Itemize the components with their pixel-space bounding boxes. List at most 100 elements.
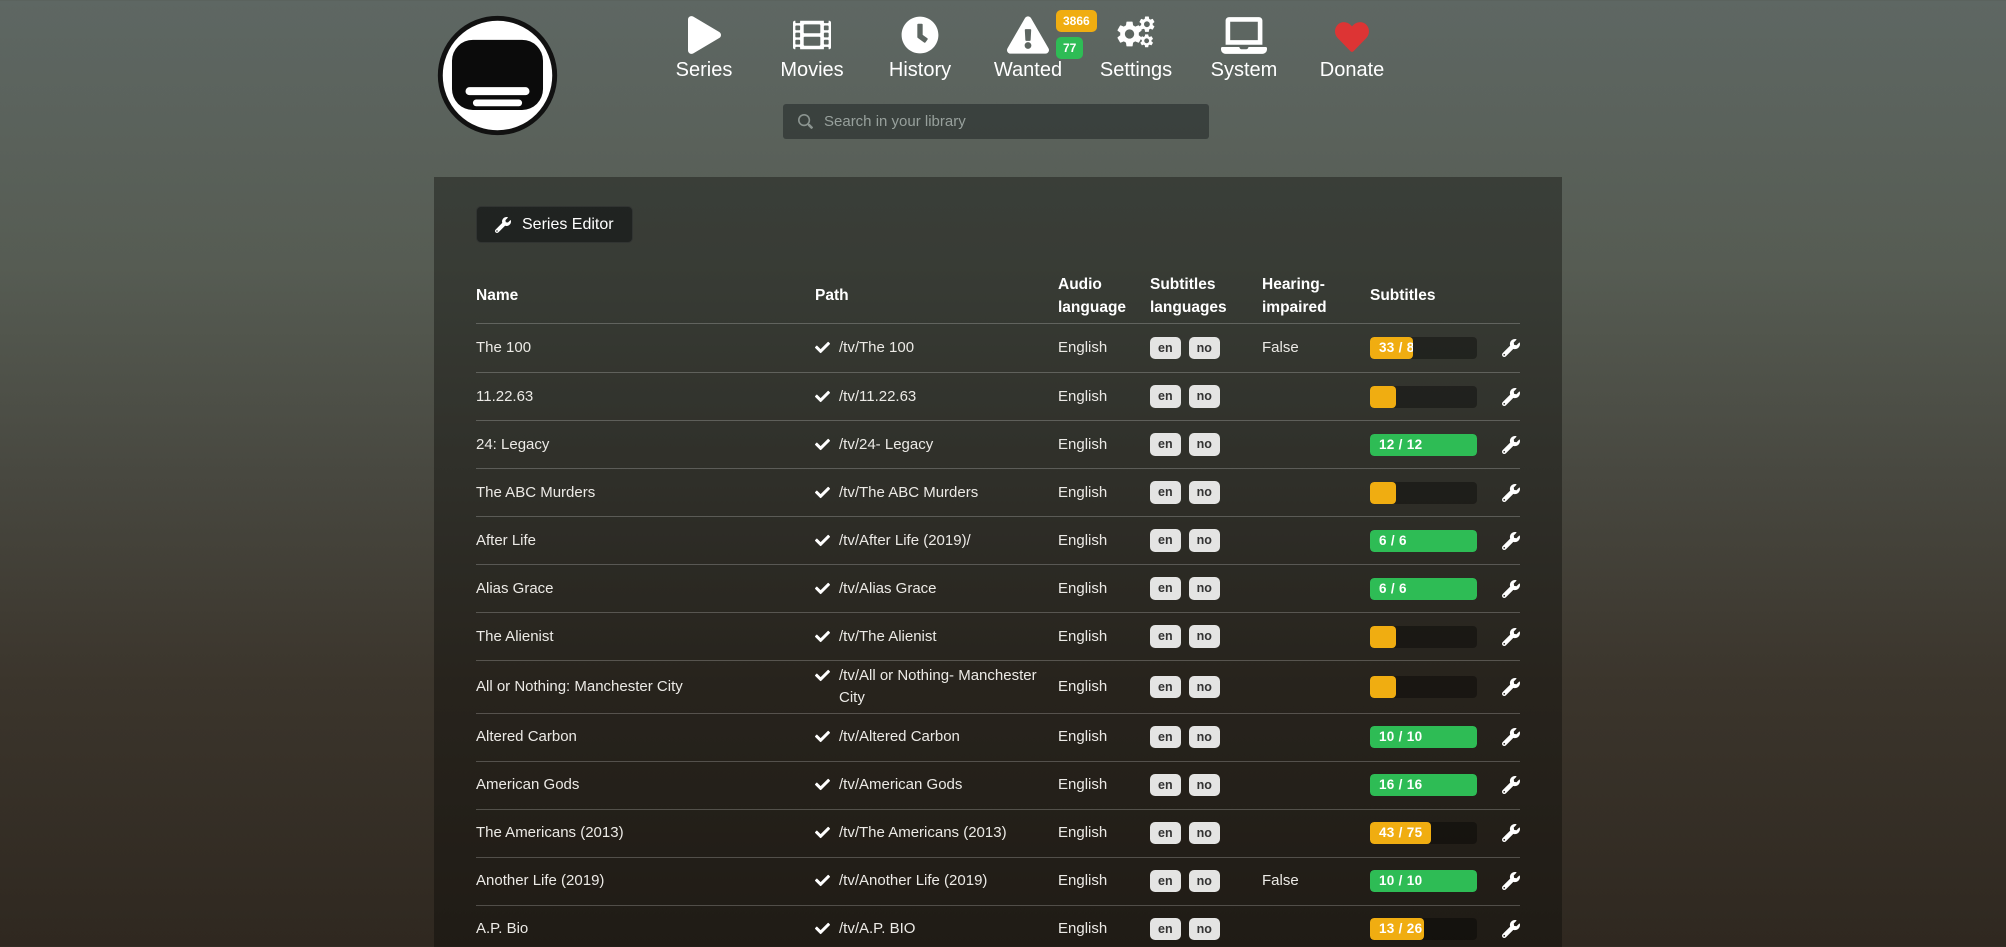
check-icon [815, 434, 830, 452]
nav-item-system[interactable]: System [1190, 8, 1298, 82]
subtitles-progress-fill [1370, 675, 1396, 698]
subtitle-language-badge: en [1150, 481, 1181, 504]
subtitle-language-badge: en [1150, 336, 1181, 360]
series-name-link[interactable]: All or Nothing: Manchester City [476, 677, 683, 695]
series-name-link[interactable]: The Americans (2013) [476, 824, 624, 842]
subtitles-languages-cell: en no [1150, 869, 1262, 893]
check-icon [815, 578, 830, 596]
series-path-cell: /tv/Alias Grace [815, 578, 1058, 600]
subtitle-language-badge: no [1188, 625, 1220, 648]
wrench-icon [495, 216, 511, 233]
subtitles-progress-cell [1370, 625, 1490, 648]
subtitles-progress-label: 16 / 16 [1379, 777, 1423, 793]
audio-language-cell: English [1058, 530, 1150, 552]
check-icon [815, 870, 830, 888]
table-row: The Americans (2013) /tv/The Americans (… [476, 808, 1520, 857]
series-path: /tv/The Alienist [839, 627, 937, 645]
subtitles-progress-bar: 10 / 10 [1370, 870, 1477, 892]
audio-language-cell: English [1058, 822, 1150, 844]
subtitle-language-badge: no [1188, 577, 1220, 600]
series-name-link[interactable]: The 100 [476, 339, 532, 357]
audio-language-cell: English [1058, 386, 1150, 408]
subtitles-progress-fill: 13 / 26 [1370, 918, 1424, 940]
gears-icon [1114, 8, 1158, 54]
audio-language-cell: English [1058, 774, 1150, 796]
subtitles-progress-bar: 6 / 6 [1370, 529, 1477, 552]
series-editor-button[interactable]: Series Editor [476, 206, 633, 243]
subtitles-languages-cell: en no [1150, 675, 1262, 698]
edit-series-button[interactable] [1502, 776, 1520, 794]
series-name-link[interactable]: 24: Legacy [476, 435, 550, 453]
series-name-link[interactable]: A.P. Bio [476, 920, 529, 938]
series-name-link[interactable]: Altered Carbon [476, 728, 577, 746]
series-path-cell: /tv/The Alienist [815, 626, 1058, 648]
subtitles-progress-bar: 12 / 12 [1370, 433, 1477, 456]
subtitles-progress-fill: 43 / 75 [1370, 822, 1431, 844]
series-name-link[interactable]: Alias Grace [476, 579, 554, 597]
series-name-cell: Alias Grace [476, 578, 815, 600]
nav-item-series[interactable]: Series [650, 8, 758, 82]
wanted-badges: 3866 77 [1056, 10, 1097, 59]
edit-series-button[interactable] [1502, 872, 1520, 890]
edit-series-button[interactable] [1502, 579, 1520, 598]
series-name-cell: A.P. Bio [476, 918, 815, 940]
wanted-series-count-badge: 3866 [1056, 10, 1097, 32]
series-name-link[interactable]: The ABC Murders [476, 483, 596, 501]
row-actions-cell [1490, 387, 1520, 406]
table-row: A.P. Bio /tv/A.P. BIO English en no 13 / … [476, 904, 1520, 947]
check-icon [815, 822, 830, 840]
subtitles-progress-bar: 43 / 75 [1370, 822, 1477, 844]
nav-item-history[interactable]: History [866, 8, 974, 82]
row-actions-cell [1490, 872, 1520, 890]
bazarr-logo[interactable] [436, 14, 559, 137]
edit-series-button[interactable] [1502, 627, 1520, 646]
nav-item-wanted[interactable]: 3866 77 Wanted [974, 8, 1097, 82]
edit-series-button[interactable] [1502, 728, 1520, 746]
nav-item-donate[interactable]: Donate [1298, 8, 1406, 82]
nav-item-movies[interactable]: Movies [758, 8, 866, 82]
edit-series-button[interactable] [1502, 339, 1520, 357]
subtitles-languages-cell: en no [1150, 625, 1262, 648]
nav-label: Wanted [993, 59, 1063, 81]
edit-series-button[interactable] [1502, 677, 1520, 696]
series-name-link[interactable]: American Gods [476, 776, 580, 794]
search-icon [798, 114, 813, 129]
row-actions-cell [1490, 339, 1520, 357]
series-name-link[interactable]: 11.22.63 [476, 387, 534, 405]
series-path: /tv/24- Legacy [839, 435, 934, 453]
edit-series-button[interactable] [1502, 920, 1520, 938]
subtitles-progress-label: 13 / 26 [1379, 921, 1423, 937]
subtitle-language-badge: en [1150, 869, 1181, 893]
subtitles-progress-label: 33 / 83 [1379, 340, 1413, 356]
series-name-link[interactable]: After Life [476, 531, 537, 549]
audio-language-cell: English [1058, 726, 1150, 748]
table-row: Alias Grace /tv/Alias Grace English en no… [476, 564, 1520, 612]
audio-language: English [1058, 776, 1108, 794]
series-path: /tv/Another Life (2019) [839, 872, 988, 890]
subtitle-language-badge: en [1150, 625, 1181, 648]
series-name-link[interactable]: The Alienist [476, 627, 554, 645]
series-name-cell: Altered Carbon [476, 726, 815, 748]
check-icon [815, 918, 830, 936]
subtitles-languages-cell: en no [1150, 385, 1262, 408]
subtitles-progress-cell: 13 / 26 [1370, 918, 1490, 940]
header-path: Path [815, 287, 849, 305]
audio-language: English [1058, 627, 1108, 645]
subtitles-progress-bar [1370, 481, 1477, 504]
subtitle-language-badge: en [1150, 821, 1181, 845]
edit-series-button[interactable] [1502, 824, 1520, 842]
hearing-impaired-value: False [1262, 872, 1299, 890]
nav-item-settings[interactable]: Settings [1082, 8, 1190, 82]
edit-series-button[interactable] [1502, 435, 1520, 454]
table-row: All or Nothing: Manchester City /tv/All … [476, 660, 1520, 713]
edit-series-button[interactable] [1502, 483, 1520, 502]
edit-series-button[interactable] [1502, 531, 1520, 550]
series-editor-label: Series Editor [522, 215, 614, 233]
series-name-link[interactable]: Another Life (2019) [476, 872, 605, 890]
series-name-cell: The ABC Murders [476, 482, 815, 504]
search-input[interactable] [824, 104, 1209, 139]
header-subtitles-languages: Subtitles languages [1150, 276, 1227, 316]
edit-series-button[interactable] [1502, 387, 1520, 406]
series-path-cell: /tv/24- Legacy [815, 434, 1058, 456]
series-name-cell: The Americans (2013) [476, 822, 815, 844]
